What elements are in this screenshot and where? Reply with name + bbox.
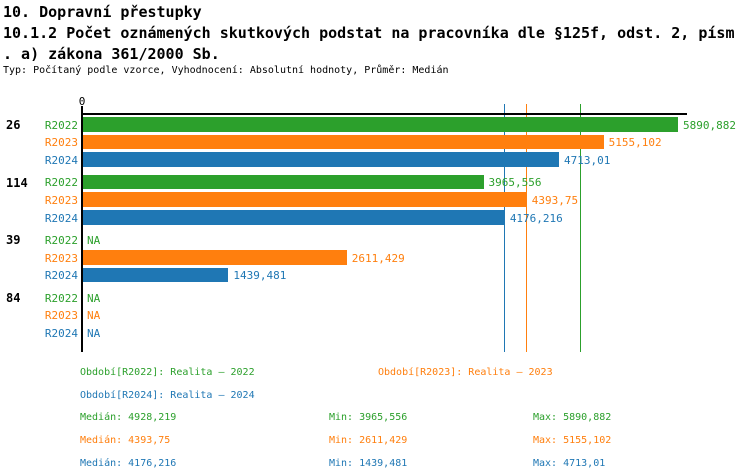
legend-median-r2022: Medián: 4928,219 [80,412,177,423]
bar-na-label: NA [87,309,101,323]
series-row-label-r2023: R2023 [44,309,78,323]
series-row-label-r2022: R2022 [44,176,78,190]
legend-period-r2024: Období[R2024]: Realita – 2024 [80,390,255,401]
legend-min-r2024: Min: 1439,481 [329,458,408,469]
legend-max-r2023: Max: 5155,102 [533,435,612,446]
bar-r2022-group-26 [83,117,678,132]
indicator-title-line1: 10.1.2 Počet oznámených skutkových podst… [3,24,735,42]
legend-median-r2024: Medián: 4176,216 [80,458,177,469]
series-row-label-r2023: R2023 [44,251,78,265]
bar-r2023-group-39 [83,250,347,265]
group-label-26: 26 [6,118,21,132]
series-row-label-r2022: R2022 [44,118,78,132]
series-row-label-r2024: R2024 [44,153,78,167]
bar-r2022-group-114 [83,174,484,190]
bar-r2023-group-26 [83,134,604,150]
legend-median-r2023: Medián: 4393,75 [80,435,171,446]
report-section-title: 10. Dopravní přestupky [3,3,202,21]
series-row-label-r2024: R2024 [44,211,78,225]
legend-max-r2024: Max: 4713,01 [533,458,606,469]
group-label-114: 114 [6,175,28,190]
bar-r2023-group-114 [83,192,527,207]
series-row-label-r2022: R2022 [44,233,78,247]
bar-na-label: NA [87,291,101,305]
indicator-title-line2: . a) zákona 361/2000 Sb. [3,45,220,63]
legend-min-r2023: Min: 2611,429 [329,435,408,446]
legend-period-r2022: Období[R2022]: Realita – 2022 [80,367,255,378]
median-line-r2023 [525,104,528,352]
report-meta-line: Typ: Počítaný podle vzorce, Vyhodnocení:… [3,65,449,76]
bar-value-label: 4713,01 [564,153,611,167]
series-row-label-r2024: R2024 [44,327,78,340]
series-row-label-r2022: R2022 [44,291,78,305]
x-axis-line [81,113,687,115]
bar-value-label: 4176,216 [509,211,563,225]
bar-na-label: NA [87,233,101,247]
series-row-label-r2023: R2023 [44,193,78,207]
bar-value-label: 1439,481 [233,269,287,283]
bar-na-label: NA [87,327,101,340]
bar-r2024-group-114 [83,210,505,225]
bar-r2024-group-26 [83,152,560,167]
bar-value-label: 5155,102 [608,136,662,150]
bar-value-label: 2611,429 [351,251,405,265]
bar-value-label: 3965,556 [488,176,542,190]
group-label-39: 39 [6,233,21,248]
median-line-r2024 [503,104,506,352]
series-row-label-r2023: R2023 [44,136,78,150]
series-row-label-r2024: R2024 [44,269,78,283]
legend-max-r2022: Max: 5890,882 [533,412,612,423]
legend-period-r2023: Období[R2023]: Realita – 2023 [378,367,553,378]
bar-r2024-group-39 [83,267,229,283]
y-axis-line [81,106,83,352]
bar-value-label: 5890,882 [683,118,736,132]
group-label-84: 84 [6,291,21,306]
legend-min-r2022: Min: 3965,556 [329,412,408,423]
bar-value-label: 4393,75 [531,193,579,207]
axis-zero-label: 0 [78,95,86,108]
median-line-r2022 [579,104,582,352]
